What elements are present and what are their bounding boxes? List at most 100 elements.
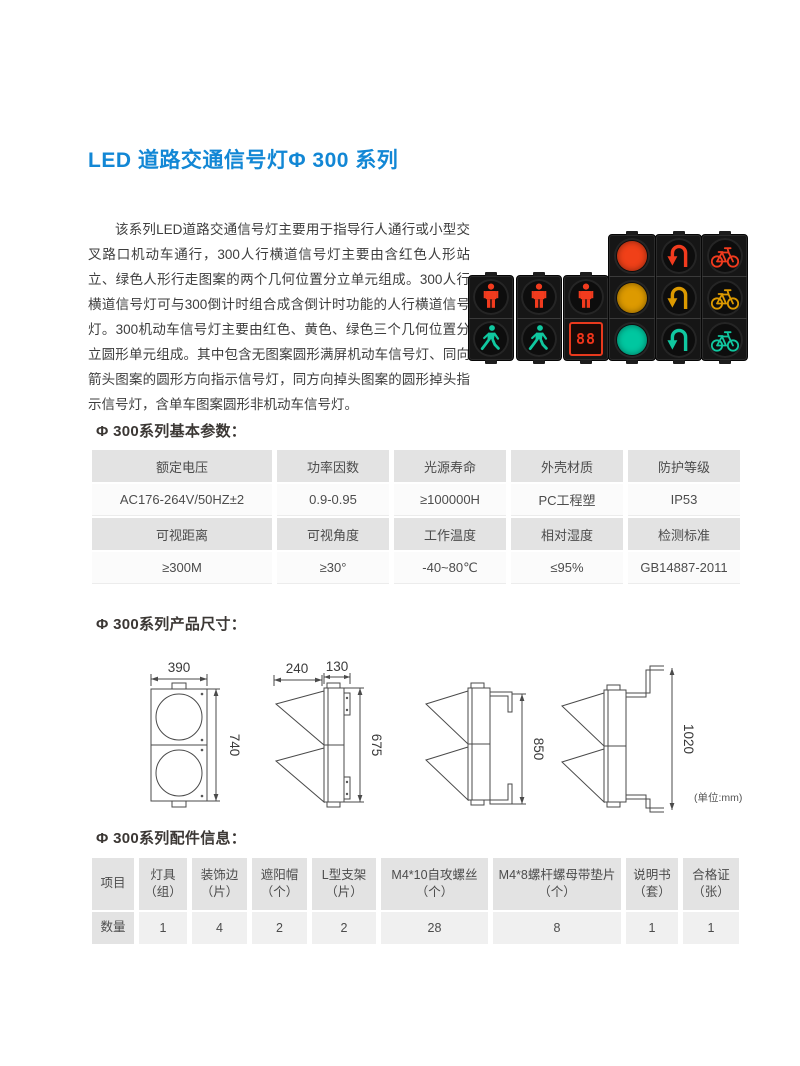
parts-header: M4*8螺杆螺母带垫片 （个）: [493, 858, 621, 910]
parts-qty: 2: [312, 912, 376, 944]
dimension-drawing-side-view-850: 850: [425, 682, 546, 806]
parts-header-unit: （个）: [538, 885, 576, 899]
signal-unit: [656, 235, 701, 276]
parts-header-name: 灯具: [150, 867, 176, 882]
lens: [660, 237, 697, 274]
signal-unit: [564, 276, 608, 318]
parts-qty: 1: [626, 912, 678, 944]
amber-bicycle-icon: [710, 288, 739, 310]
param-value: -40~80℃: [394, 552, 506, 584]
param-header: 相对湿度: [511, 518, 623, 550]
amber-disc-icon: [617, 282, 647, 313]
lens: [660, 321, 697, 358]
param-header: 额定电压: [92, 450, 272, 482]
param-header: 防护等级: [628, 450, 740, 482]
signal-unit: [517, 317, 561, 361]
parts-header-unit: （套）: [633, 885, 671, 899]
signal-unit: [702, 235, 747, 276]
red-standing-person-icon: [483, 283, 499, 308]
lens: [521, 278, 557, 315]
red-uturn-arrow-icon: [665, 244, 687, 269]
green-walking-person-icon: [528, 323, 548, 351]
dim-label-740: 740: [227, 734, 242, 757]
parts-header-unit: （组）: [144, 885, 182, 899]
page-title: LED 道路交通信号灯Φ 300 系列: [88, 149, 399, 172]
green-disc-icon: [617, 324, 647, 355]
green-uturn-arrow-icon: [665, 328, 687, 353]
parts-qty: 4: [192, 912, 247, 944]
amber-uturn-arrow-icon: [665, 286, 687, 311]
parts-header-name: 遮阳帽: [260, 867, 299, 882]
parts-header-name: 项目: [100, 876, 126, 891]
parts-row-label: 数量: [92, 912, 134, 944]
dim-label-1020: 1020: [681, 724, 696, 754]
param-header: 光源寿命: [394, 450, 506, 482]
uturn-signal: [655, 231, 702, 364]
parts-header: M4*10自攻螺丝 （个）: [381, 858, 488, 910]
param-value: AC176-264V/50HZ±2: [92, 484, 272, 516]
dim-label-240: 240: [286, 661, 309, 676]
pedestrian-signal-1: [468, 272, 514, 364]
parts-table: 项目 灯具 （组） 装饰边 （片） 遮阳帽 （个） L型支架 （片） M4*10…: [92, 858, 739, 944]
lens: [614, 321, 650, 358]
param-header: 可视距离: [92, 518, 272, 550]
parts-header-unit: （个）: [260, 885, 299, 899]
lens: [521, 321, 557, 358]
param-value: PC工程塑: [511, 484, 623, 516]
param-header: 外壳材质: [511, 450, 623, 482]
parts-header-unit: （片）: [325, 885, 363, 899]
parts-qty: 1: [683, 912, 739, 944]
signal-unit: [702, 318, 747, 360]
unit-note: (单位:mm): [694, 792, 743, 804]
parts-header-name: 说明书: [633, 867, 671, 882]
green-walking-person-icon: [480, 323, 500, 351]
lens: [614, 237, 650, 274]
lens: [706, 237, 743, 274]
signal-unit: 88: [564, 317, 608, 361]
parts-header-name: L型支架: [321, 867, 367, 882]
param-value: 0.9-0.95: [277, 484, 389, 516]
parts-qty: 2: [252, 912, 307, 944]
signal-unit: [702, 276, 747, 318]
section-title-parts: Φ 300系列配件信息：: [96, 830, 247, 847]
parts-header: 遮阳帽 （个）: [252, 858, 307, 910]
param-value: GB14887-2011: [628, 552, 740, 584]
parts-header-name: M4*8螺杆螺母带垫片: [498, 867, 616, 882]
red-standing-person-icon: [531, 283, 547, 308]
param-header: 功率因数: [277, 450, 389, 482]
parts-header-item: 项目: [92, 858, 134, 910]
parts-header-name: 装饰边: [200, 867, 239, 882]
parts-header: 装饰边 （片）: [192, 858, 247, 910]
params-table: 额定电压 功率因数 光源寿命 外壳材质 防护等级 AC176-264V/50HZ…: [92, 450, 740, 584]
parts-header-unit: （片）: [200, 885, 239, 899]
lens: [568, 278, 604, 315]
signal-unit: [656, 276, 701, 318]
parts-qty: 1: [139, 912, 187, 944]
lens: [660, 279, 697, 316]
dimension-drawing-side-view-1020: 1020: [561, 665, 696, 813]
intro-paragraph: 该系列LED道路交通信号灯主要用于指导行人通行或小型交叉路口机动车通行，300人…: [88, 222, 470, 412]
section-title-params: Φ 300系列基本参数：: [96, 423, 247, 440]
parts-qty: 8: [493, 912, 621, 944]
signal-unit: [609, 276, 655, 318]
parts-header: 说明书 （套）: [626, 858, 678, 910]
signal-unit: [517, 276, 561, 318]
red-standing-person-icon: [578, 283, 594, 308]
signal-unit: [469, 276, 513, 318]
red-bicycle-icon: [710, 246, 739, 268]
dim-label-390: 390: [168, 660, 191, 675]
signal-unit: [609, 318, 655, 360]
red-countdown-display: 88: [569, 322, 603, 357]
param-value: ≥100000H: [394, 484, 506, 516]
parts-header-unit: （个）: [415, 885, 454, 899]
lens: [473, 321, 509, 358]
param-value: ≤95%: [511, 552, 623, 584]
signal-unit: [656, 318, 701, 360]
pedestrian-countdown-signal: 88: [563, 272, 609, 364]
dimension-drawing-side-view-675: 240 130 675: [273, 660, 382, 808]
vehicle-signal-full-disc: [608, 231, 656, 364]
param-value: ≥300M: [92, 552, 272, 584]
parts-header: 灯具 （组）: [139, 858, 187, 910]
param-header: 检测标准: [628, 518, 740, 550]
dim-label-850: 850: [531, 738, 546, 761]
